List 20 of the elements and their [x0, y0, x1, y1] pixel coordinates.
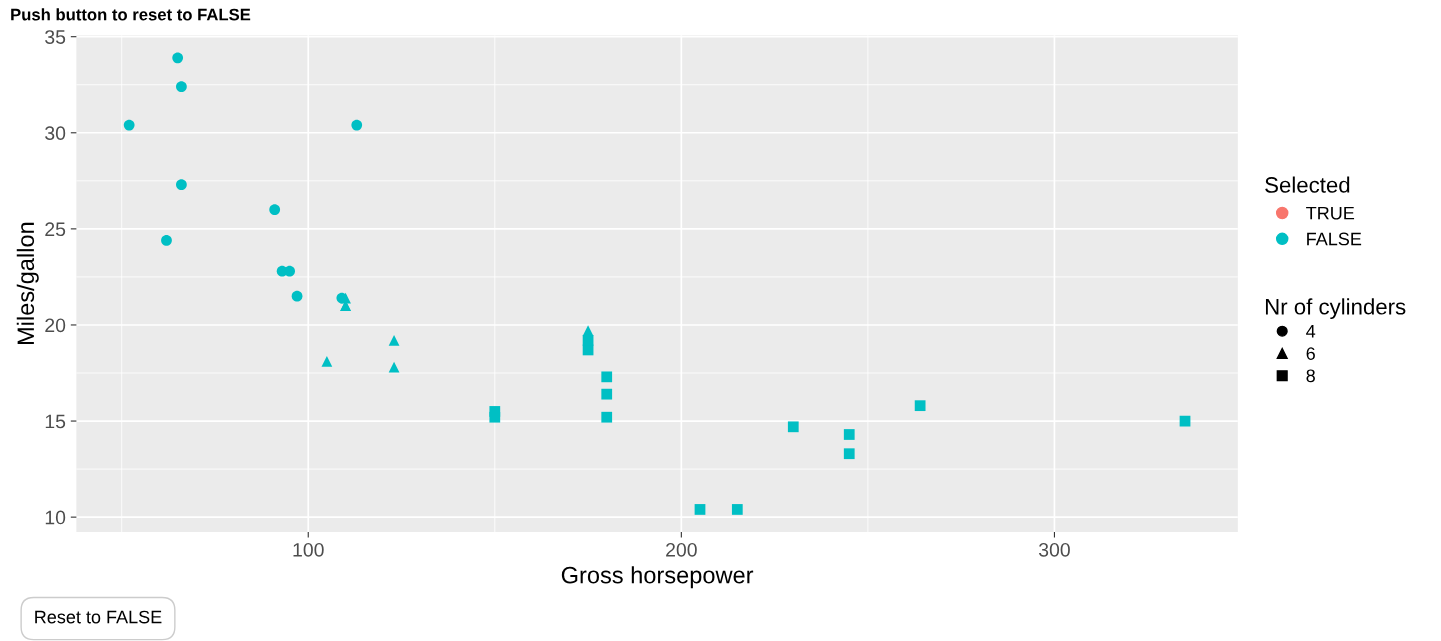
y-tick-label: 30: [45, 126, 66, 141]
chart-title: Push button to reset to FALSE: [11, 8, 251, 21]
x-tick-label: 200: [666, 542, 697, 557]
text: Reset to FALSE: [35, 610, 162, 624]
text: 8: [1306, 369, 1315, 383]
legend-label: TRUE: [1306, 206, 1355, 220]
y-tick-label: 15: [45, 414, 66, 429]
x-tick-label: 100: [293, 542, 324, 557]
y-axis-title: Miles/gallon: [16, 222, 39, 345]
text: 4: [1306, 325, 1316, 338]
y-tick-label: 35: [45, 30, 66, 44]
x-tick-label: 300: [1038, 542, 1070, 557]
text: 6: [1306, 347, 1315, 360]
x-axis-title: Gross horsepower: [561, 566, 754, 589]
text: Selected: [1265, 176, 1350, 193]
y-tick-label: 20: [45, 318, 66, 333]
y-tick-label: 10: [45, 510, 66, 525]
legend-label: FALSE: [1307, 232, 1362, 246]
text: Nr of cylinders: [1265, 298, 1406, 320]
y-tick-label: 25: [45, 222, 66, 237]
